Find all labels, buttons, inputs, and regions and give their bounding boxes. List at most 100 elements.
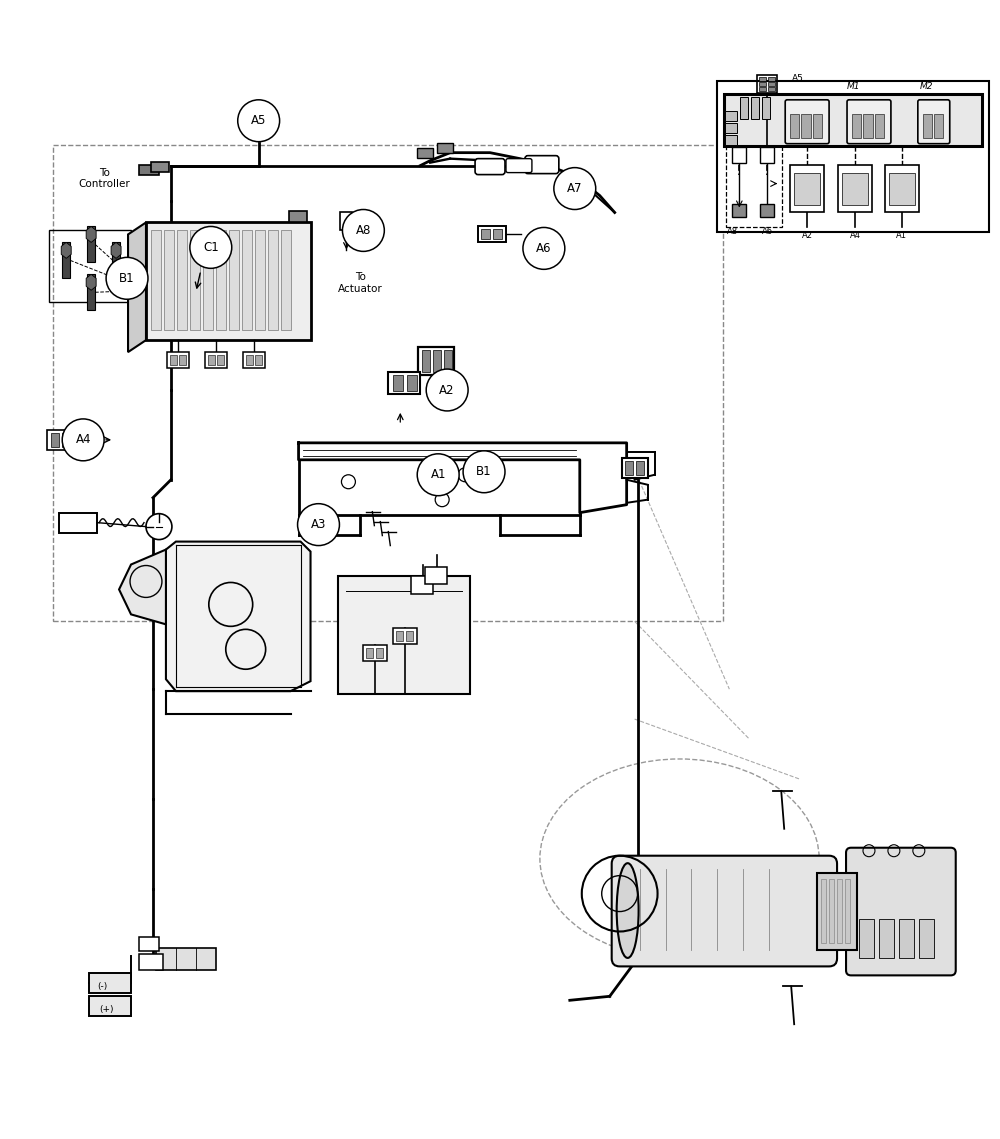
Polygon shape	[166, 541, 311, 691]
Bar	[879, 918, 894, 958]
Bar	[801, 114, 811, 138]
FancyBboxPatch shape	[847, 100, 891, 144]
Bar	[289, 211, 307, 222]
Polygon shape	[86, 274, 96, 290]
Text: C1: C1	[203, 240, 219, 254]
Circle shape	[417, 453, 459, 495]
Bar	[156, 949, 216, 970]
Circle shape	[554, 167, 596, 210]
Bar	[885, 165, 919, 213]
Text: M2: M2	[920, 82, 933, 91]
Bar	[817, 872, 857, 950]
Bar	[49, 230, 131, 302]
Circle shape	[426, 369, 468, 411]
Bar	[393, 629, 417, 645]
Circle shape	[342, 210, 384, 252]
Bar	[139, 954, 163, 970]
Bar	[444, 350, 452, 372]
Bar	[255, 230, 265, 330]
Bar	[340, 213, 352, 230]
Bar	[87, 274, 95, 310]
Bar	[790, 114, 799, 138]
Bar	[62, 243, 70, 278]
Bar	[89, 974, 131, 993]
Bar	[139, 937, 159, 951]
Text: A4: A4	[850, 231, 861, 240]
Bar	[433, 350, 441, 372]
Bar	[146, 222, 311, 341]
Bar	[216, 230, 226, 330]
Bar	[732, 147, 746, 163]
Bar	[388, 372, 420, 394]
Bar	[760, 147, 774, 163]
FancyBboxPatch shape	[918, 100, 950, 144]
Bar	[203, 230, 213, 330]
Bar	[396, 631, 403, 641]
FancyBboxPatch shape	[475, 158, 505, 174]
Text: A4: A4	[75, 433, 91, 446]
Bar	[790, 165, 824, 213]
Bar	[376, 648, 383, 658]
Bar	[740, 97, 748, 118]
Bar	[418, 347, 454, 375]
Bar	[768, 82, 775, 85]
Bar	[768, 87, 775, 91]
Bar	[625, 461, 633, 475]
Bar	[47, 429, 75, 450]
Bar	[493, 229, 502, 239]
Bar	[813, 114, 822, 138]
Text: A7: A7	[567, 182, 583, 195]
Bar	[852, 114, 861, 138]
Text: A5: A5	[792, 74, 804, 83]
Circle shape	[298, 503, 339, 546]
Text: A8: A8	[356, 224, 371, 237]
Bar	[934, 114, 943, 138]
FancyBboxPatch shape	[525, 156, 559, 173]
Text: A6: A6	[762, 228, 773, 237]
Bar	[919, 918, 934, 958]
Bar	[842, 173, 868, 205]
Circle shape	[523, 228, 565, 269]
Bar	[829, 878, 834, 943]
Text: A3: A3	[311, 518, 326, 531]
Bar	[243, 352, 265, 368]
Bar	[768, 76, 775, 81]
Text: A5: A5	[251, 114, 266, 128]
Bar	[725, 123, 737, 133]
Bar	[751, 97, 759, 118]
FancyBboxPatch shape	[612, 855, 837, 966]
Bar	[59, 513, 97, 533]
Polygon shape	[119, 549, 166, 624]
Text: (-): (-)	[97, 982, 107, 991]
Bar	[242, 230, 252, 330]
Bar	[422, 350, 430, 372]
Text: A2: A2	[439, 384, 455, 396]
Bar	[837, 878, 842, 943]
Bar	[725, 110, 737, 121]
Bar	[87, 227, 95, 262]
Text: A1: A1	[430, 468, 446, 482]
Bar	[366, 648, 373, 658]
Bar	[726, 146, 782, 228]
Bar	[875, 114, 884, 138]
Bar	[407, 375, 417, 391]
Bar	[229, 230, 239, 330]
Polygon shape	[86, 227, 96, 243]
Bar	[112, 243, 120, 278]
Bar	[246, 355, 253, 366]
Bar	[757, 75, 777, 92]
FancyBboxPatch shape	[846, 847, 956, 975]
Bar	[53, 145, 723, 622]
Circle shape	[463, 451, 505, 493]
Text: B1: B1	[476, 465, 492, 478]
Bar	[179, 355, 186, 366]
Bar	[759, 82, 766, 85]
Bar	[208, 355, 215, 366]
Bar	[717, 81, 989, 232]
Bar	[863, 114, 873, 138]
Bar	[636, 461, 644, 475]
Bar	[167, 352, 189, 368]
Bar	[724, 93, 982, 146]
Bar	[151, 230, 161, 330]
Bar	[281, 230, 291, 330]
